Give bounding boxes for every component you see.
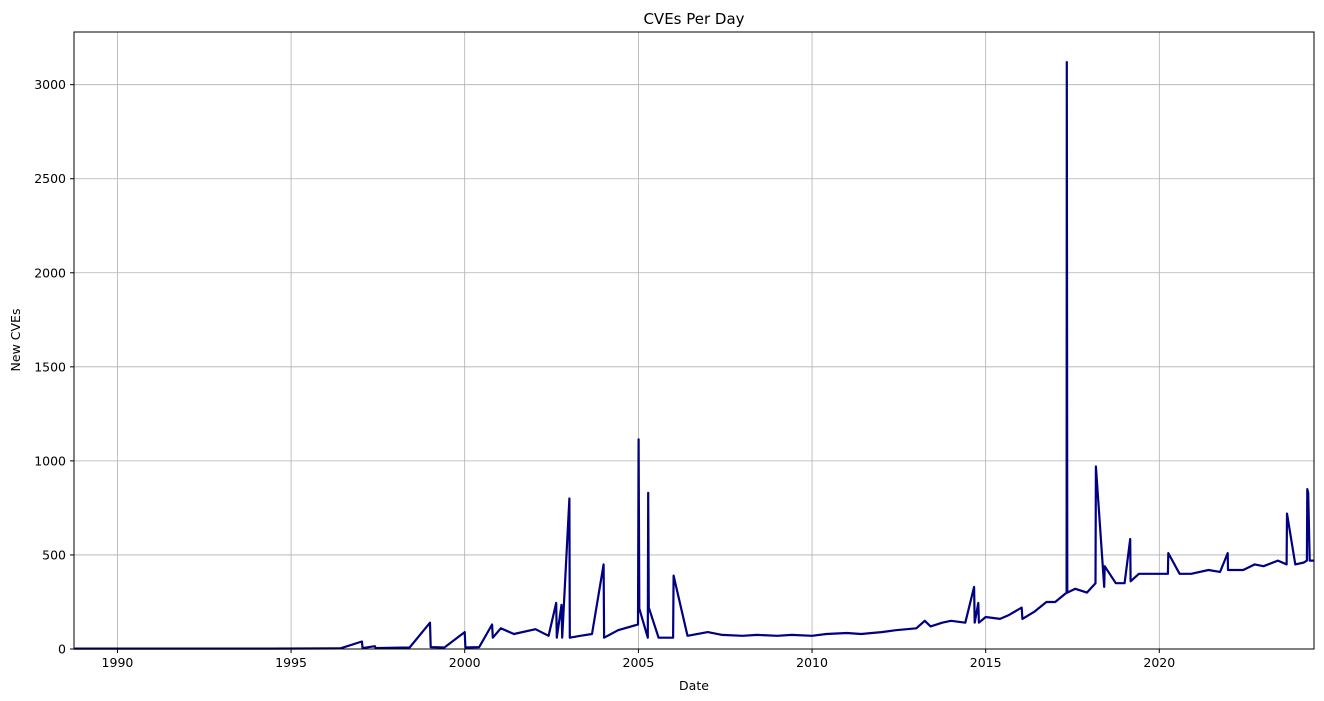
y-tick-label: 1500: [34, 359, 66, 374]
x-tick-label: 1995: [275, 655, 307, 670]
grid: [74, 32, 1314, 650]
x-tick-label: 2010: [796, 655, 828, 670]
plot-area: [74, 60, 1314, 650]
x-tick-label: 2015: [970, 655, 1002, 670]
y-tick-label: 1000: [34, 453, 66, 468]
x-tick-label: 2020: [1143, 655, 1175, 670]
x-tick-label: 2000: [449, 655, 481, 670]
x-tick-label: 1990: [102, 655, 134, 670]
plot-frame: [73, 31, 1315, 650]
x-axis: 1990 1995 2000 2005 2010 2015 2020: [102, 649, 1175, 670]
y-axis-title: New CVEs: [8, 309, 23, 372]
x-tick-label: 2005: [623, 655, 655, 670]
y-axis: 0 500 1000 1500 2000 2500 3000: [34, 77, 74, 657]
y-tick-label: 2000: [34, 265, 66, 280]
y-tick-label: 2500: [34, 171, 66, 186]
series-line: [74, 60, 1314, 650]
y-tick-label: 3000: [34, 77, 66, 92]
x-axis-title: Date: [679, 678, 709, 693]
chart-title: CVEs Per Day: [643, 10, 744, 28]
y-tick-label: 0: [58, 642, 66, 657]
y-tick-label: 500: [42, 547, 66, 562]
